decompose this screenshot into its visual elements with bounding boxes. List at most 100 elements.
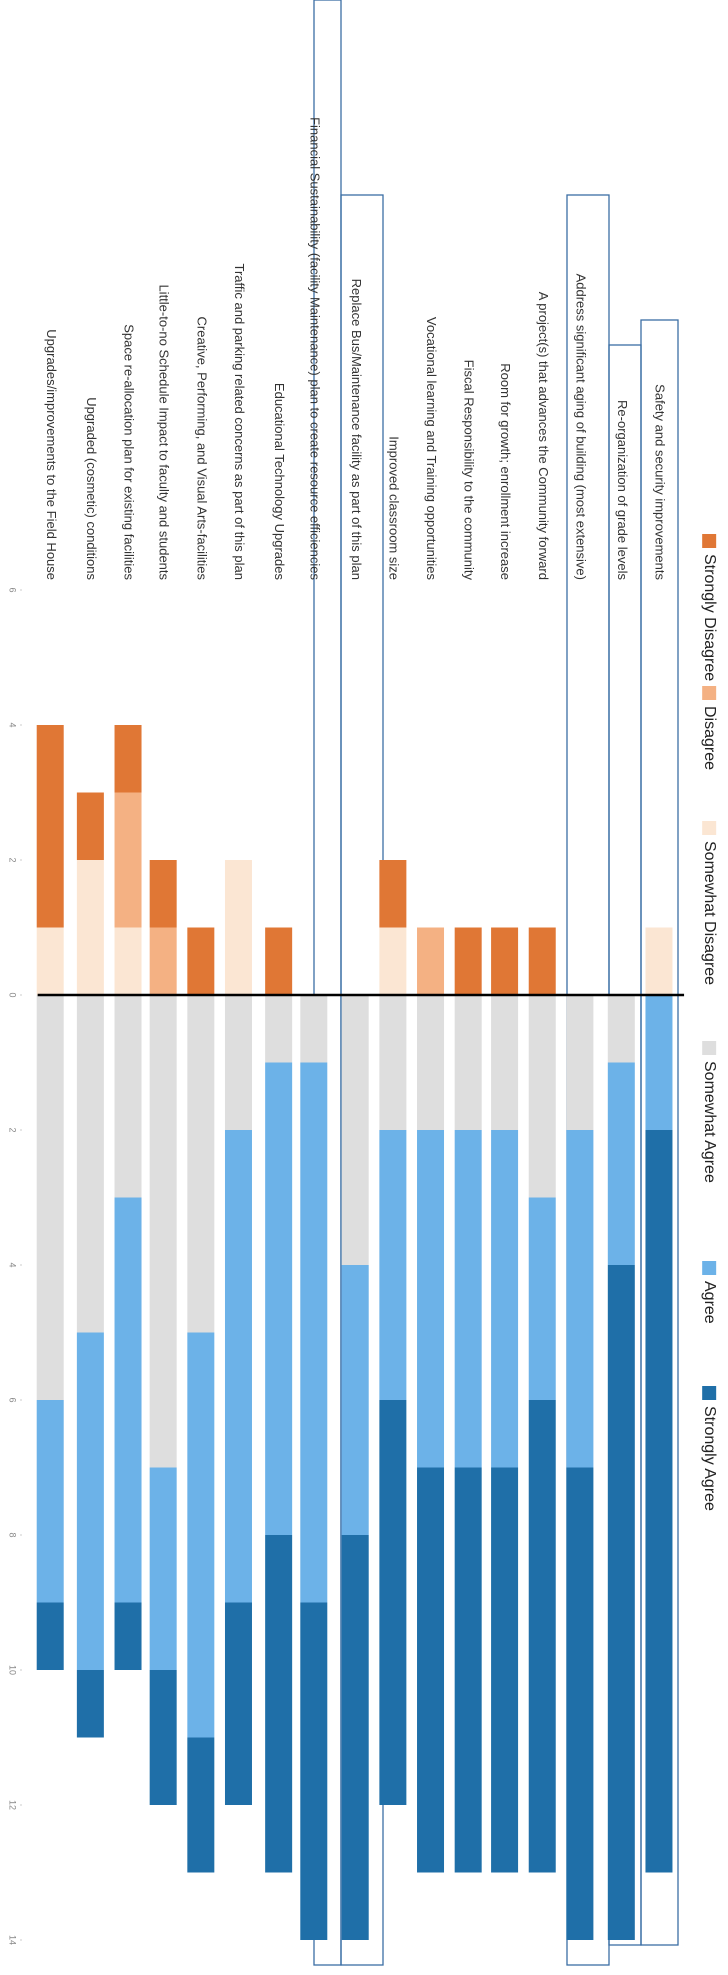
category-label: Safety and security improvements [653,384,668,580]
y-tick-label: 4 [8,722,18,727]
legend-label: Agree [701,1281,718,1324]
bar-segment [114,1197,142,1603]
bar-segment [454,1467,482,1873]
highlight-box [313,0,342,1966]
bar-segment [607,1062,635,1265]
bar-segment [224,1602,252,1805]
bar-segment [491,995,519,1130]
bar-segment [149,860,177,928]
bar-segment [566,1130,594,1468]
y-tick-label: 10 [8,1665,18,1675]
bar-segment [300,995,328,1063]
bar-segment [149,995,177,1468]
bar-segment [187,995,215,1333]
bar-segment [417,1467,445,1873]
bar-segment [114,995,142,1198]
legend-label: Somewhat Agree [701,1061,718,1183]
legend-swatch [702,821,717,835]
bar-segment [224,860,252,995]
category-label: Educational Technology Upgrades [272,383,287,581]
bar-segment [417,995,445,1130]
category-label: Fiscal Responsibility to the community [462,360,477,581]
bar-segment [114,725,142,793]
bar-segment [607,995,635,1063]
bar-segment [36,725,64,928]
category-label: Little-to-no Schedule Impact to faculty … [157,284,172,580]
bar-segment [300,1062,328,1603]
legend-swatch [702,1261,717,1275]
bar-segment [528,927,556,995]
bar-segment [417,1130,445,1468]
bar-segment [149,1670,177,1805]
bar-segment [491,1130,519,1468]
category-label: Creative, Performing, and Visual Arts-fa… [194,317,209,581]
bar-segment [379,927,407,995]
bar-segment [187,927,215,995]
bar-segment [36,1400,64,1603]
bar-segment [265,1535,293,1873]
category-label: Financial Sustainability (facility Maint… [307,117,322,580]
legend-label: Somewhat Disagree [701,841,718,985]
y-tick-label: 2 [8,1127,18,1132]
y-tick-label: 14 [8,1935,18,1945]
bar-segment [379,995,407,1130]
bar-segment [224,995,252,1130]
category-label: Improved classroom size [386,436,401,580]
legend-swatch [702,1041,717,1055]
category-label: Traffic and parking related concerns as … [232,263,247,580]
bar-segment [645,995,673,1130]
legend-swatch [702,686,717,700]
legend-label: Strongly Agree [701,1406,718,1511]
category-label: Upgraded (cosmetic) conditions [84,397,99,580]
bar-segment [36,995,64,1400]
legend-swatch [702,534,717,548]
bar-segment [379,1130,407,1400]
bar-segment [645,1130,673,1873]
bar-segment [341,995,369,1265]
category-label: Address significant aging of building (m… [573,274,588,580]
category-label: Room for growth; enrollment increase [498,363,513,580]
bar-segment [149,927,177,995]
bar-segment [454,927,482,995]
bar-segment [528,1197,556,1400]
category-label: A project(s) that advances the Community… [536,292,551,580]
bar-segment [149,1467,177,1670]
y-tick-label: 6 [8,1397,18,1402]
bar-segment [114,792,142,928]
y-tick-label: 12 [8,1800,18,1810]
category-label: Replace Bus/Maintenance facility as part… [349,279,364,580]
bar-segment [187,1332,215,1738]
bar-segment [76,995,104,1333]
bar-segment [454,1130,482,1468]
legend-label: Strongly Disagree [701,554,718,681]
bar-segment [379,1400,407,1805]
bar-segment [76,792,104,860]
bar-segment [224,1130,252,1603]
bar-segment [607,1265,635,1940]
bar-segment [114,1602,142,1670]
bar-segment [341,1265,369,1535]
bar-segment [36,1602,64,1670]
bar-segment [341,1535,369,1940]
category-label: Vocational learning and Training opportu… [424,317,439,581]
bar-segment [187,1737,215,1873]
bar-segment [76,1670,104,1738]
bar-segment [528,995,556,1198]
y-tick-label: 2 [8,857,18,862]
category-label: Space re-allocation plan for existing fa… [122,324,137,580]
bar-segment [645,927,673,995]
legend-label: Disagree [701,706,718,770]
bar-segment [76,860,104,995]
category-label: Upgrades/improvements to the Field House [44,329,59,580]
bar-segment [265,995,293,1063]
bar-segment [76,1332,104,1670]
y-tick-label: 4 [8,1262,18,1267]
bar-segment [265,927,293,995]
bar-segment [36,927,64,995]
bar-segment [379,860,407,928]
bar-segment [454,995,482,1130]
legend-swatch [702,1386,717,1400]
y-tick-label: 8 [8,1532,18,1537]
y-tick-label: 6 [8,587,18,592]
